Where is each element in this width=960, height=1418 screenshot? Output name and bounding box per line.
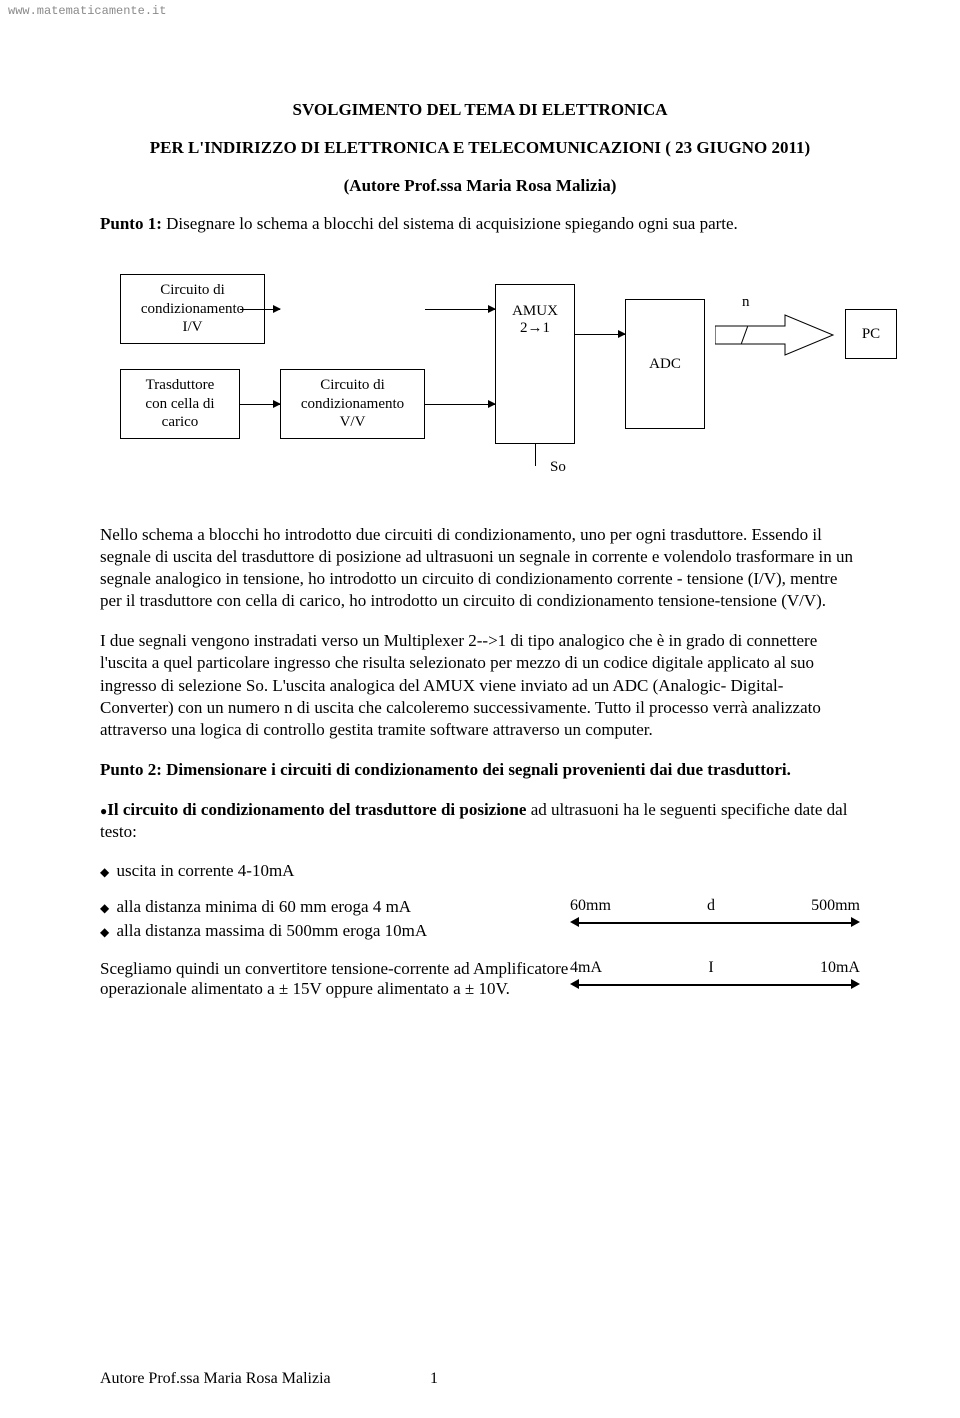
so-label: So — [550, 459, 566, 476]
box-cond-vv-label: Circuito di condizionamento V/V — [301, 376, 404, 432]
box-adc: ADC — [625, 299, 705, 429]
punto1-label: Punto 1: — [100, 214, 162, 233]
title-sub: PER L'INDIRIZZO DI ELETTRONICA E TELECOM… — [100, 138, 860, 158]
row-current: Scegliamo quindi un convertitore tension… — [100, 959, 860, 999]
bullet-cond-pos-bold: Il circuito di condizionamento del trasd… — [107, 800, 526, 819]
bullet-uscita-text: uscita in corrente 4-10mA — [116, 861, 294, 880]
arrow-r2b — [425, 404, 495, 405]
row-dist: alla distanza minima di 60 mm eroga 4 mA… — [100, 897, 860, 945]
big-arrow-icon — [715, 312, 835, 363]
pc-label: PC — [862, 326, 880, 343]
bullet-dist-max: alla distanza massima di 500mm eroga 10m… — [100, 921, 570, 941]
arrow-r1a — [240, 309, 280, 310]
n-label: n — [742, 294, 750, 311]
bullet-dist-min-text: alla distanza minima di 60 mm eroga 4 mA — [116, 897, 411, 916]
arrow-amux-adc — [575, 334, 625, 335]
bullet-cond-pos: ●Il circuito di condizionamento del tras… — [100, 799, 860, 843]
para-convertitore: Scegliamo quindi un convertitore tension… — [100, 959, 570, 999]
box-trasd-cella-label: Trasduttore con cella di carico — [145, 376, 214, 432]
so-connector — [535, 444, 536, 466]
punto1: Punto 1: Disegnare lo schema a blocchi d… — [100, 214, 860, 234]
bullet-uscita: uscita in corrente 4-10mA — [100, 861, 860, 881]
bullet-dist-max-text: alla distanza massima di 500mm eroga 10m… — [116, 921, 427, 940]
amux-line2: 2→1 — [520, 320, 550, 337]
scale1-right: 500mm — [811, 897, 860, 915]
box-pc: PC — [845, 309, 897, 359]
scale2-left: 4mA — [570, 959, 602, 977]
box-trasduttore-cella: Trasduttore con cella di carico — [120, 369, 240, 439]
scale2-right: 10mA — [820, 959, 860, 977]
scale2-mid: I — [708, 959, 713, 977]
page: SVOLGIMENTO DEL TEMA DI ELETTRONICA PER … — [0, 0, 960, 1053]
para1: Nello schema a blocchi ho introdotto due… — [100, 524, 860, 612]
para2: I due segnali vengono instradati verso u… — [100, 630, 860, 740]
box-condizionamento-vv: Circuito di condizionamento V/V — [280, 369, 425, 439]
box-amux: AMUX 2→1 — [495, 284, 575, 444]
box-cond-iv-label: Circuito di condizionamento I/V — [141, 281, 244, 337]
punto2: Punto 2: Dimensionare i circuiti di cond… — [100, 759, 860, 781]
scale1-line — [570, 917, 860, 929]
scale2-line — [570, 979, 860, 991]
footer-page-number: 1 — [430, 1370, 438, 1388]
adc-label: ADC — [649, 356, 681, 373]
url-header: www.matematicamente.it — [8, 4, 166, 18]
title-main: SVOLGIMENTO DEL TEMA DI ELETTRONICA — [100, 100, 860, 120]
scale-distance: 60mm d 500mm — [570, 897, 860, 929]
author-line: (Autore Prof.ssa Maria Rosa Malizia) — [100, 176, 860, 196]
punto1-text: Disegnare lo schema a blocchi del sistem… — [162, 214, 738, 233]
scale1-left: 60mm — [570, 897, 611, 915]
scale-current: 4mA I 10mA — [570, 959, 860, 991]
bullet-dist-min: alla distanza minima di 60 mm eroga 4 mA — [100, 897, 570, 917]
amux-line1: AMUX — [512, 303, 558, 320]
arrow-r1b — [425, 309, 495, 310]
scale1-mid: d — [707, 897, 715, 915]
arrow-r2a — [240, 404, 280, 405]
block-diagram: Trasduttore di posizione ad ultrasuoni C… — [120, 274, 900, 514]
footer-author: Autore Prof.ssa Maria Rosa Malizia — [100, 1370, 331, 1388]
